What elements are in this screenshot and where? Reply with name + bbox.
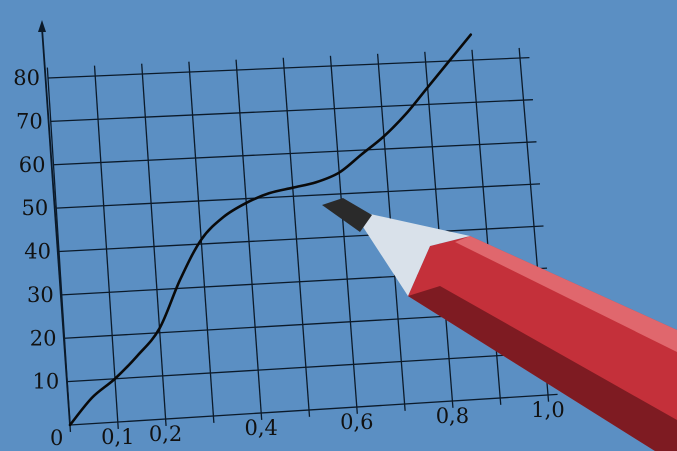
grid-line-horizontal — [53, 141, 537, 166]
y-tick-label: 50 — [22, 196, 49, 220]
chart-axes — [38, 20, 71, 426]
y-tick-label: 10 — [33, 370, 60, 394]
y-tick-label: 20 — [30, 326, 57, 350]
y-tick-label: 70 — [16, 109, 43, 133]
grid-line-horizontal — [67, 351, 555, 383]
grid-line-horizontal — [50, 99, 533, 123]
pencil-icon — [322, 198, 677, 451]
pencil-wood-tip — [352, 210, 470, 296]
x-tick-label: 1,0 — [531, 398, 564, 422]
x-tick-label: 0,4 — [244, 416, 277, 440]
origin-label: 0 — [50, 426, 63, 450]
grid-line-vertical — [329, 55, 358, 414]
grid-line-vertical — [282, 57, 311, 417]
grid-line-horizontal — [56, 183, 541, 209]
y-tick-label: 60 — [19, 153, 46, 177]
grid-line-vertical — [93, 65, 119, 429]
y-axis-line — [41, 27, 71, 426]
grid-line-horizontal — [58, 225, 544, 253]
grid-line-vertical — [141, 63, 167, 426]
grid-line-vertical — [188, 61, 215, 423]
pencil-highlight — [455, 236, 677, 352]
y-tick-labels: 10 20 30 40 50 60 70 80 — [13, 66, 59, 394]
x-tick-label: 0,2 — [149, 422, 182, 446]
grid-line-horizontal — [69, 393, 558, 426]
y-tick-label: 80 — [13, 66, 40, 90]
pencil-shadow-edge — [408, 286, 677, 451]
x-tick-label: 0,6 — [340, 410, 373, 434]
y-tick-label: 40 — [24, 240, 51, 264]
x-tick-label: 0,1 — [101, 425, 134, 449]
y-tick-label: 30 — [27, 283, 54, 307]
grid-line-vertical — [235, 59, 263, 420]
x-tick-labels: 0,1 0,2 0,4 0,6 0,8 1,0 — [101, 398, 565, 449]
x-tick-label: 0,8 — [436, 404, 469, 428]
data-curve — [68, 33, 473, 427]
pencil-lead-tip — [322, 198, 372, 232]
y-axis-arrow-icon — [38, 20, 46, 32]
